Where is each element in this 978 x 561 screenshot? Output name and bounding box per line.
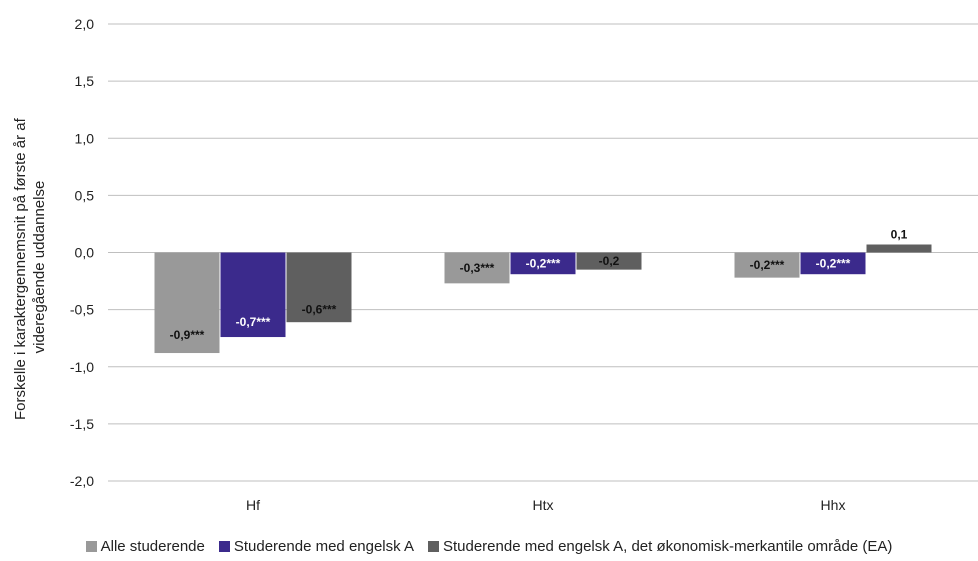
y-tick-label: 0,5 <box>75 187 95 203</box>
data-label: -0,2*** <box>750 258 785 272</box>
bar <box>154 252 220 354</box>
y-axis-label: Forskelle i karaktergennemsnit på første… <box>12 114 48 420</box>
legend-swatch-alle <box>85 541 97 552</box>
data-label: 0,1 <box>891 228 908 242</box>
y-tick-label: 0,0 <box>75 245 95 261</box>
y-axis-label-line-2: videregående uddannelse <box>31 181 48 354</box>
data-label: -0,9*** <box>170 328 205 342</box>
y-tick-label: -1,0 <box>70 359 94 375</box>
y-tick-label: -1,5 <box>70 416 94 432</box>
data-label: -0,6*** <box>302 303 337 317</box>
data-label: -0,2*** <box>816 256 851 270</box>
legend-item-engelsk-a: Studerende med engelsk A <box>218 538 414 555</box>
bar <box>576 252 642 270</box>
legend-label-engelsk-a: Studerende med engelsk A <box>233 538 414 555</box>
data-label: -0,7*** <box>236 315 271 329</box>
category-label: Htx <box>533 497 554 513</box>
y-axis-label-line-1: Forskelle i karaktergennemsnit på første… <box>12 117 29 420</box>
y-tick-label: 2,0 <box>75 16 95 32</box>
legend-item-alle: Alle studerende <box>85 538 205 555</box>
x-axis-categories: Hf Htx Hhx <box>246 497 845 513</box>
data-labels: -0,9*** -0,7*** -0,6*** -0,3*** -0,2*** -0,2 -… <box>170 228 908 342</box>
bar <box>510 252 576 275</box>
data-label: -0,2 <box>599 254 620 268</box>
category-label: Hf <box>246 497 260 513</box>
data-label: -0,2*** <box>526 256 561 270</box>
bar <box>444 252 510 284</box>
y-axis-ticks: 2,0 1,5 1,0 0,5 0,0 -0,5 -1,0 -1,5 -2,0 <box>70 16 94 489</box>
bar <box>800 252 866 275</box>
y-tick-label: 1,0 <box>75 130 95 146</box>
legend-swatch-ea <box>427 541 439 552</box>
bar <box>734 252 800 278</box>
bar-chart: 2,01,51,00,50,0-0,5-1,0-1,5-2,0 -0,9***-… <box>12 16 978 513</box>
legend-swatch-engelsk-a <box>218 541 230 552</box>
bar <box>286 252 352 323</box>
legend-item-ea: Studerende med engelsk A, det økonomisk-… <box>427 538 893 555</box>
y-tick-label: -2,0 <box>70 473 94 489</box>
bar <box>866 244 932 253</box>
y-tick-label: -0,5 <box>70 302 94 318</box>
bar <box>220 252 286 338</box>
bars <box>154 244 932 354</box>
data-label: -0,3*** <box>460 261 495 275</box>
y-tick-label: 1,5 <box>75 73 95 89</box>
legend-label-ea: Studerende med engelsk A, det økonomisk-… <box>442 538 893 555</box>
legend-label-alle: Alle studerende <box>100 538 205 555</box>
legend: Alle studerende Studerende med engelsk A… <box>0 538 978 555</box>
category-label: Hhx <box>821 497 846 513</box>
